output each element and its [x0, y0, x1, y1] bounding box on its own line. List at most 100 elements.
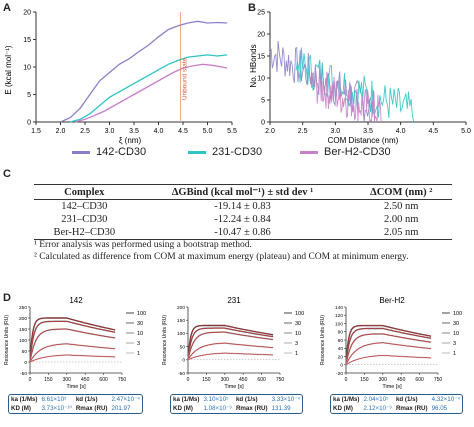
spr-legend-label: 30 — [453, 321, 459, 327]
y-tick-label: 50 — [180, 344, 186, 350]
y-tick-label: -50 — [178, 371, 185, 377]
legend-label: Ber-H2-CD30 — [324, 146, 391, 158]
kin-value-KD: 1.08×10⁻⁹ — [203, 405, 232, 412]
y-tick-label: 0 — [261, 120, 265, 127]
x-tick-label: 2.0 — [265, 128, 275, 135]
kin-label-rmax: Rmax (RU) — [235, 405, 268, 412]
table-header: ΔGBind (kcal mol⁻¹) ± std dev ¹ — [134, 184, 351, 200]
spr-fit-curve — [187, 331, 274, 360]
kinetics-box-231: ka (1/Ms) 3.10×10⁵ kd (1/s) 3.33×10⁻⁴ KD… — [170, 394, 304, 414]
kinetics-box-berh2: ka (1/Ms) 2.04×10⁵ kd (1/s) 4.32×10⁻⁴ KD… — [330, 394, 464, 414]
kin-value-rmax: 201.97 — [111, 405, 131, 412]
y-tick-label: 120 — [335, 313, 343, 319]
x-tick-label: 2.5 — [80, 128, 90, 135]
series-line-ber-h2-cd30 — [75, 63, 228, 123]
spr-fit-curve — [345, 355, 432, 366]
x-tick-label: 300 — [63, 377, 72, 383]
x-tick-label: 150 — [202, 377, 211, 383]
y-tick-label: 100 — [19, 338, 27, 344]
hbonds-chart: No. HBonds COM Distance (nm) 2.0 2.5 3.0 3.… — [249, 10, 471, 146]
legend: 142-CD30 231-CD30 Ber-H2-CD30 — [0, 146, 474, 162]
spr-curve — [345, 354, 432, 366]
y-tick-label: 20 — [23, 10, 31, 17]
hbonds-chart-ylabel: No. HBonds — [249, 44, 258, 87]
kin-value-rmax: 96.05 — [431, 405, 448, 412]
table-cell: Ber-H2–CD30 — [34, 226, 135, 240]
legend-item-142: 142-CD30 — [72, 146, 146, 158]
x-tick-label: 600 — [257, 377, 266, 383]
kin-value-rmax: 131.39 — [271, 405, 291, 412]
spr-legend-label: 3 — [295, 341, 298, 347]
spr-curve — [345, 342, 432, 366]
kin-label-ka: ka (1/Ms) — [173, 396, 200, 403]
spr-fit-curve — [187, 342, 274, 360]
x-tick-label: 4.0 — [396, 128, 406, 135]
kin-value-kd: 4.32×10⁻⁴ — [431, 396, 461, 403]
series-line-ber-h2-cd30 — [308, 63, 382, 123]
x-tick-label: 150 — [360, 377, 369, 383]
binding-energy-table: Complex ΔGBind (kcal mol⁻¹) ± std dev ¹ … — [34, 184, 452, 240]
x-tick-label: 750 — [276, 377, 285, 383]
table-cell: 142–CD30 — [61, 201, 108, 212]
y-tick-label: 10 — [257, 76, 265, 83]
table-cell: -12.24 ± 0.84 — [214, 214, 271, 225]
y-tick-label: 15 — [23, 37, 31, 44]
x-tick-label: 4.5 — [428, 128, 438, 135]
x-tick-label: 5.0 — [203, 128, 213, 135]
spr-ylabel: Resonance Units (RU) — [162, 315, 168, 365]
series-line-142-cd30 — [60, 20, 228, 123]
x-tick-label: 300 — [221, 377, 230, 383]
x-tick-label: 600 — [415, 377, 424, 383]
spr-fit-curve — [187, 325, 274, 360]
spr-legend-label: 10 — [295, 331, 301, 337]
y-tick-label: 25 — [257, 10, 265, 17]
y-tick-label: 200 — [19, 316, 27, 322]
kin-label-rmax: Rmax (RU) — [75, 405, 108, 412]
spr-legend-label: 3 — [137, 341, 140, 347]
x-tick-label: 450 — [239, 377, 248, 383]
table-header-row: Complex ΔGBind (kcal mol⁻¹) ± std dev ¹ … — [34, 184, 452, 200]
x-tick-label: 3.5 — [363, 128, 373, 135]
x-tick-label: 750 — [434, 377, 443, 383]
y-tick-label: 15 — [257, 54, 265, 61]
spr-fit-curve — [345, 333, 432, 365]
x-tick-label: 600 — [99, 377, 108, 383]
kin-value-ka: 6.61×10⁵ — [41, 396, 67, 403]
panel-letter-a: A — [3, 2, 11, 14]
legend-swatch — [300, 150, 318, 154]
hbonds-chart-xlabel: COM Distance (nm) — [328, 136, 399, 145]
y-tick-label: 0 — [27, 120, 31, 127]
x-tick-label: 3.0 — [105, 128, 115, 135]
kin-value-kd: 2.47×10⁻⁴ — [111, 396, 140, 403]
spr-plot-title: 231 — [227, 296, 241, 305]
spr-fit-curve — [345, 325, 432, 365]
legend-swatch — [72, 150, 90, 154]
spr-fit-curve — [29, 320, 116, 363]
x-tick-label: 3.0 — [330, 128, 340, 135]
spr-legend-label: 30 — [137, 321, 143, 327]
y-tick-label: 20 — [257, 32, 265, 39]
y-tick-label: 0 — [340, 363, 343, 369]
table-footnote-1: ¹ Error analysis was performed using a b… — [34, 240, 252, 250]
energy-chart-ylabel: E (kcal mol⁻¹) — [4, 45, 13, 94]
y-tick-label: 250 — [19, 305, 27, 311]
table-cell: -10.47 ± 0.86 — [134, 226, 351, 240]
kin-value-ka: 2.04×10⁵ — [363, 396, 389, 403]
spr-fit-curve — [29, 343, 116, 363]
y-tick-label: 50 — [22, 349, 28, 355]
table-header: ΔCOM (nm) ² — [350, 184, 452, 200]
spr-fit-curve — [187, 352, 274, 361]
x-tick-label: 5.0 — [461, 128, 471, 135]
spr-xlabel: Time [s] — [382, 384, 402, 390]
spr-legend-label: 10 — [137, 331, 143, 337]
spr-legend-label: 100 — [453, 311, 462, 317]
spr-fit-curve — [29, 354, 116, 363]
x-tick-label: 0 — [345, 377, 348, 383]
y-tick-label: 150 — [19, 327, 27, 333]
x-tick-label: 5.5 — [227, 128, 237, 135]
y-tick-label: 20 — [338, 354, 344, 360]
spr-legend-label: 1 — [453, 351, 456, 357]
spr-fit-curve — [29, 317, 116, 363]
